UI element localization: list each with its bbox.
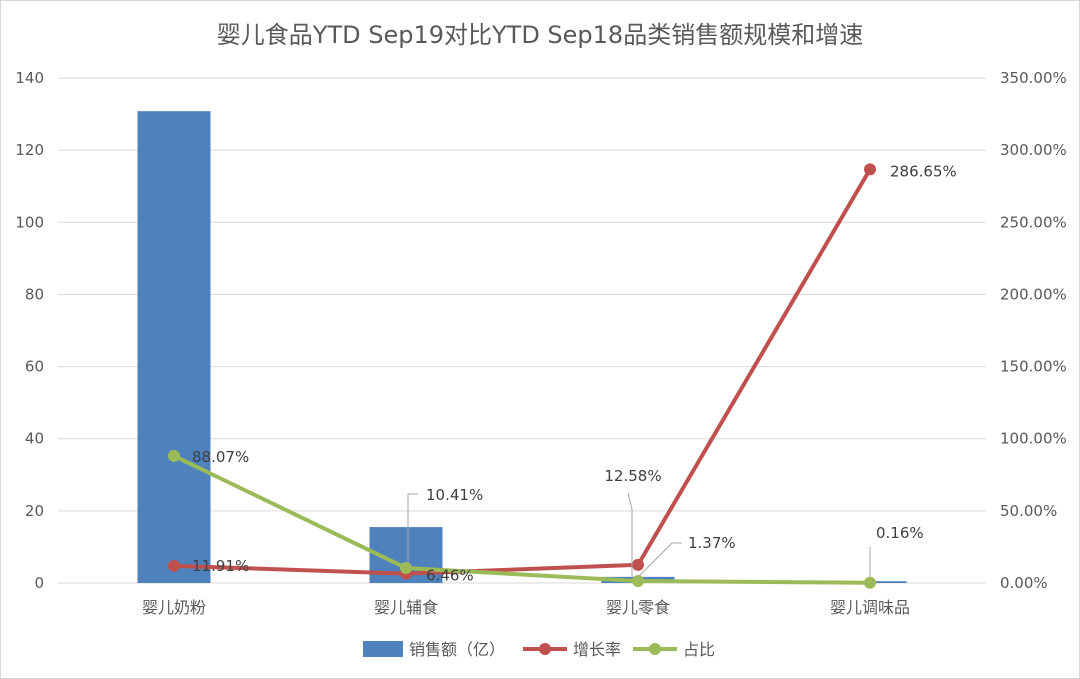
leader-line (407, 493, 418, 564)
legend-swatch-marker (539, 643, 551, 655)
data-label-share: 10.41% (426, 486, 483, 504)
y-left-tick-label: 20 (25, 502, 44, 520)
y-right-tick-label: 250.00% (1000, 213, 1067, 231)
point-占比 (168, 449, 180, 462)
y-left-tick-label: 120 (15, 141, 44, 159)
y-left-tick-label: 0 (34, 574, 44, 592)
x-category-label: 婴儿零食 (606, 598, 670, 617)
data-label-growth: 11.91% (192, 557, 249, 575)
y-left-tick-label: 140 (15, 69, 44, 87)
data-label-share: 1.37% (688, 534, 736, 552)
line-占比 (172, 453, 872, 585)
y-left-tick-label: 80 (25, 285, 44, 303)
y-right-tick-label: 350.00% (1000, 69, 1067, 87)
legend-label: 占比 (683, 640, 715, 659)
point-增长率 (632, 558, 644, 571)
y-right-tick-label: 100.00% (1000, 430, 1067, 448)
leader-line (637, 542, 682, 578)
legend-swatch-marker (649, 643, 661, 655)
point-占比 (400, 561, 412, 574)
x-category-label: 婴儿辅食 (374, 598, 438, 617)
y-right-tick-label: 0.00% (1000, 574, 1048, 592)
x-category-label: 婴儿调味品 (830, 598, 910, 617)
legend-label: 增长率 (573, 640, 621, 659)
data-label-share: 88.07% (192, 448, 249, 466)
y-right-tick-label: 300.00% (1000, 141, 1067, 159)
data-label-growth: 12.58% (604, 467, 661, 485)
y-right-tick-label: 150.00% (1000, 358, 1067, 376)
point-增长率 (864, 163, 876, 176)
y-right-tick-label: 200.00% (1000, 285, 1067, 303)
leader-line (627, 492, 633, 577)
chart-title: 婴儿食品YTD Sep19对比YTD Sep18品类销售额规模和增速 (216, 21, 864, 49)
y-right-tick-label: 50.00% (1000, 502, 1057, 520)
data-label-share: 0.16% (876, 524, 924, 542)
data-label-growth: 6.46% (426, 567, 474, 585)
line-增长率 (172, 167, 872, 576)
x-category-label: 婴儿奶粉 (142, 598, 206, 617)
y-left-tick-label: 100 (15, 213, 44, 231)
y-left-tick-label: 60 (25, 358, 44, 376)
legend-swatch-bar (363, 641, 403, 657)
point-占比 (864, 576, 876, 589)
y-left-tick-label: 40 (25, 430, 44, 448)
point-增长率 (168, 559, 180, 572)
point-占比 (632, 575, 644, 588)
bar-婴儿奶粉 (137, 111, 211, 583)
data-label-growth: 286.65% (890, 162, 957, 180)
legend-label: 销售额（亿） (409, 640, 505, 659)
